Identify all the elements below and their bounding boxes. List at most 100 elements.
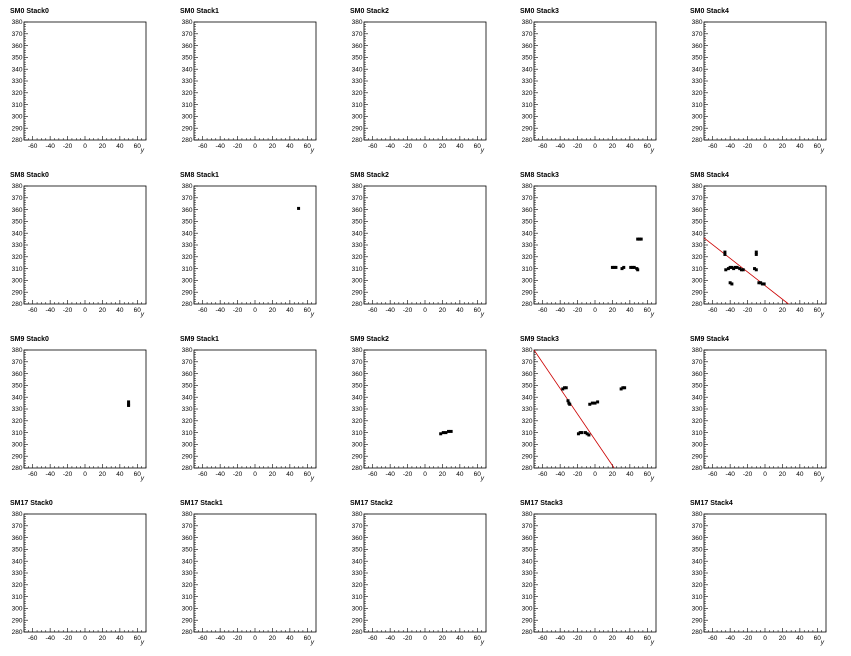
x-tick-label: 60 (814, 307, 822, 314)
chart-title: SM17 Stack3 (520, 500, 563, 507)
x-axis-label: y (820, 147, 825, 154)
y-tick-label: 310 (352, 266, 363, 273)
x-tick-label: -20 (403, 143, 413, 150)
y-tick-label: 340 (522, 394, 533, 401)
chart-panel: SM17 Stack1 280 290 300 310 320 330 340 350 360 37… (180, 500, 317, 646)
x-tick-label: -60 (198, 143, 208, 150)
y-tick-label: 310 (182, 430, 193, 437)
y-tick-label: 360 (522, 207, 533, 214)
chart-panel: SM8 Stack1 280 290 300 310 320 330 340 350 360 370… (180, 172, 317, 318)
x-tick-label: 60 (134, 307, 142, 314)
y-tick-label: 320 (522, 90, 533, 97)
y-tick-label: 340 (692, 394, 703, 401)
x-tick-label: -40 (725, 143, 735, 150)
x-tick-label: -20 (63, 471, 73, 478)
y-tick-label: 330 (692, 570, 703, 577)
y-tick-label: 320 (12, 418, 23, 425)
plot-frame (703, 349, 827, 469)
y-tick-label: 350 (352, 219, 363, 226)
y-tick-label: 330 (182, 406, 193, 413)
y-tick-label: 370 (692, 31, 703, 38)
data-point (444, 431, 448, 435)
x-tick-label: -20 (233, 307, 243, 314)
y-tick-label: 290 (12, 125, 23, 132)
data-point (620, 267, 624, 271)
y-tick-label: 320 (692, 254, 703, 261)
y-tick-label: 290 (352, 453, 363, 460)
x-tick-label: -60 (708, 307, 718, 314)
data-point (630, 265, 634, 269)
y-tick-label: 380 (692, 511, 703, 518)
y-tick-label: 320 (182, 254, 193, 261)
y-tick-label: 360 (182, 207, 193, 214)
y-tick-label: 330 (352, 570, 363, 577)
x-tick-label: -60 (28, 635, 38, 642)
x-tick-label: -20 (743, 307, 753, 314)
x-tick-label: -20 (573, 143, 583, 150)
y-tick-label: 340 (692, 558, 703, 565)
x-axis-label: y (650, 311, 655, 318)
x-tick-label: -20 (743, 471, 753, 478)
x-tick-label: 40 (626, 307, 634, 314)
y-tick-label: 310 (12, 102, 23, 109)
y-tick-label: 370 (12, 31, 23, 38)
data-point (733, 265, 737, 269)
y-tick-label: 370 (522, 359, 533, 366)
y-tick-label: 360 (12, 371, 23, 378)
y-tick-label: 370 (692, 195, 703, 202)
y-tick-label: 300 (692, 114, 703, 121)
y-tick-label: 300 (692, 278, 703, 285)
chart-title: SM9 Stack2 (350, 336, 389, 343)
y-tick-label: 350 (692, 219, 703, 226)
x-tick-label: -40 (725, 307, 735, 314)
y-tick-label: 350 (12, 55, 23, 62)
y-tick-label: 380 (12, 19, 23, 26)
data-point (636, 268, 640, 272)
x-tick-label: 60 (474, 307, 482, 314)
y-tick-label: 310 (182, 102, 193, 109)
x-tick-label: 0 (593, 635, 597, 642)
x-tick-label: 60 (644, 471, 652, 478)
plot-frame (23, 349, 147, 469)
y-tick-label: 380 (692, 183, 703, 190)
x-tick-label: 20 (779, 635, 787, 642)
x-tick-label: 60 (134, 471, 142, 478)
y-tick-label: 300 (182, 606, 193, 613)
x-axis-label: y (140, 147, 145, 154)
data-point (563, 386, 566, 390)
y-tick-label: 300 (522, 442, 533, 449)
y-tick-label: 380 (522, 183, 533, 190)
y-tick-label: 280 (352, 465, 363, 472)
y-tick-label: 380 (522, 347, 533, 354)
x-tick-label: 60 (644, 307, 652, 314)
y-tick-label: 340 (12, 66, 23, 73)
chart-title: SM8 Stack2 (350, 172, 389, 179)
x-tick-label: 40 (456, 307, 464, 314)
data-point (754, 268, 758, 272)
x-tick-label: -40 (555, 143, 565, 150)
y-tick-label: 290 (692, 453, 703, 460)
x-tick-label: 40 (286, 143, 294, 150)
fit-line (533, 349, 615, 469)
x-tick-label: 40 (626, 471, 634, 478)
x-tick-label: 20 (99, 635, 107, 642)
data-point (447, 429, 451, 433)
y-tick-label: 380 (182, 347, 193, 354)
y-tick-label: 310 (522, 266, 533, 273)
x-tick-label: -60 (538, 635, 548, 642)
x-tick-label: -40 (385, 471, 395, 478)
chart-panel: SM9 Stack0 280 290 300 310 320 330 340 350 360 370… (10, 336, 147, 482)
x-tick-label: 40 (796, 143, 804, 150)
x-tick-label: -20 (233, 143, 243, 150)
data-point (590, 401, 594, 405)
x-tick-label: 40 (626, 143, 634, 150)
y-tick-label: 300 (12, 278, 23, 285)
x-tick-label: 20 (609, 471, 617, 478)
y-tick-label: 320 (692, 582, 703, 589)
plot-frame (363, 513, 487, 633)
y-tick-label: 380 (182, 19, 193, 26)
y-tick-label: 290 (692, 289, 703, 296)
chart-title: SM0 Stack3 (520, 8, 559, 15)
y-tick-label: 320 (352, 254, 363, 261)
chart-title: SM8 Stack4 (690, 172, 729, 179)
